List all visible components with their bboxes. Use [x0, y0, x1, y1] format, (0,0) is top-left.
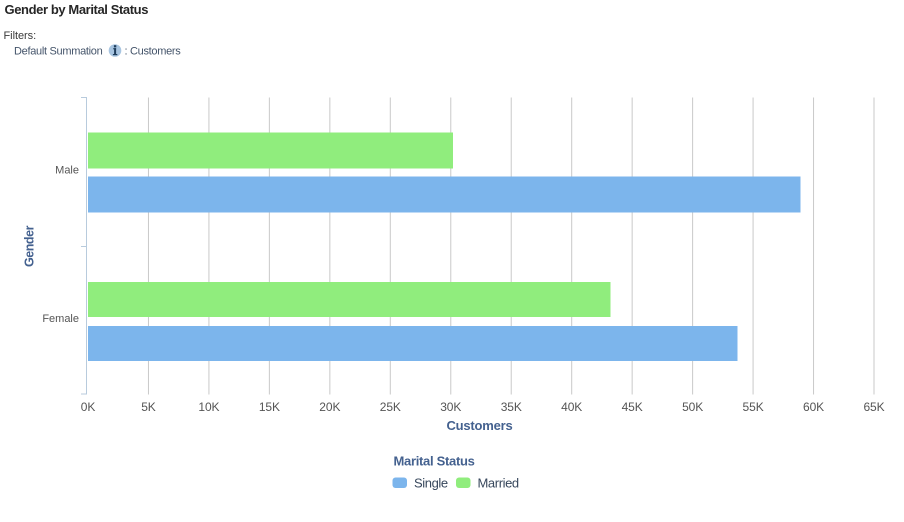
svg-text:55K: 55K [743, 400, 764, 414]
svg-text:Gender by Marital Status: Gender by Marital Status [5, 2, 149, 17]
svg-text:Married: Married [478, 476, 519, 491]
svg-text:20K: 20K [319, 400, 340, 414]
svg-text:40K: 40K [561, 400, 582, 414]
svg-text:Female: Female [42, 313, 79, 325]
svg-text:Male: Male [55, 164, 79, 176]
svg-text:Customers: Customers [446, 418, 512, 433]
svg-text:50K: 50K [682, 400, 703, 414]
svg-text:0K: 0K [81, 400, 96, 414]
svg-text:25K: 25K [380, 400, 401, 414]
svg-text:65K: 65K [863, 400, 884, 414]
svg-text:35K: 35K [501, 400, 522, 414]
svg-text:Single: Single [414, 476, 448, 491]
svg-text:30K: 30K [440, 400, 461, 414]
svg-text:Marital Status: Marital Status [394, 454, 475, 469]
svg-text:: Customers: : Customers [125, 46, 182, 58]
svg-text:60K: 60K [803, 400, 824, 414]
svg-text:15K: 15K [259, 400, 280, 414]
svg-text:Filters:: Filters: [4, 30, 37, 42]
svg-text:Gender: Gender [23, 225, 37, 267]
svg-text:Default Summation: Default Summation [14, 46, 103, 58]
svg-text:45K: 45K [622, 400, 643, 414]
svg-text:5K: 5K [141, 400, 156, 414]
svg-text:10K: 10K [198, 400, 219, 414]
